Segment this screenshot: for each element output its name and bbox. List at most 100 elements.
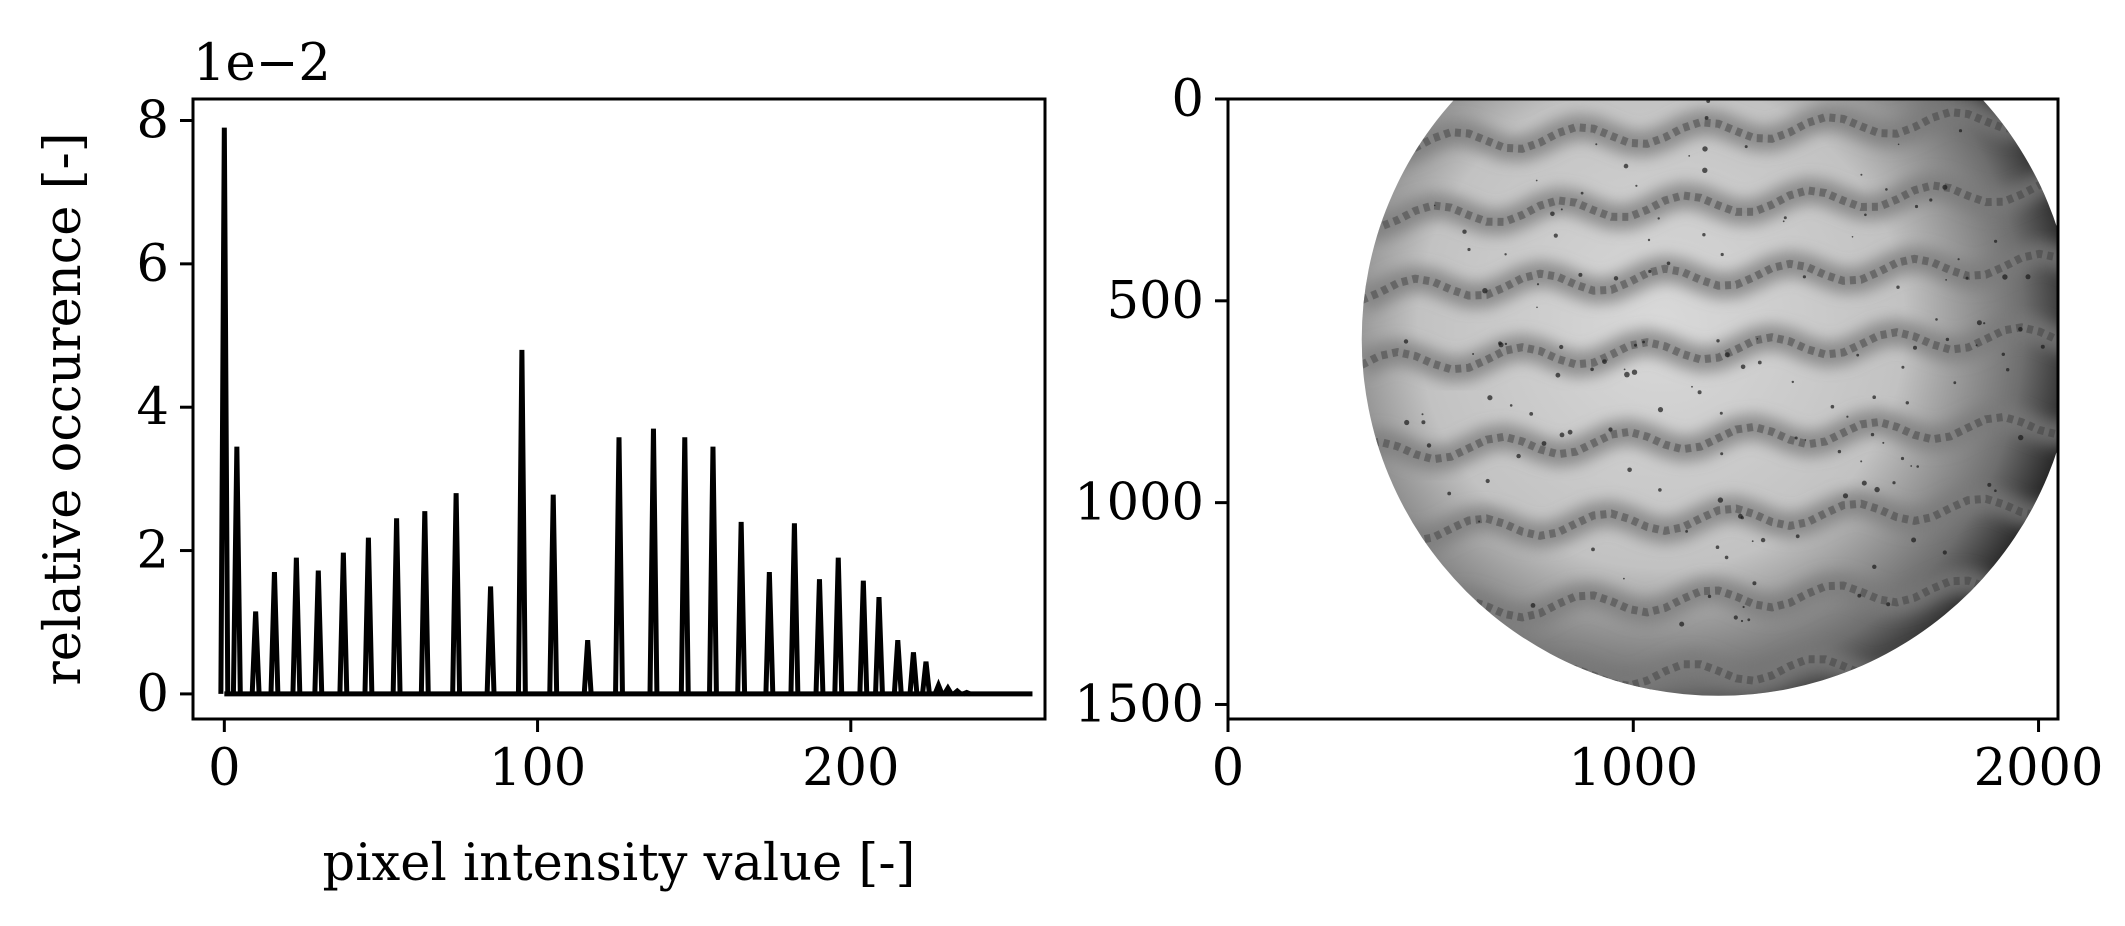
speck — [1742, 605, 1745, 609]
speck — [1482, 288, 1488, 294]
speck — [1498, 341, 1502, 346]
speck — [1740, 516, 1744, 520]
speck — [1666, 261, 1671, 266]
histogram-peak — [484, 586, 497, 694]
histogram-peak — [788, 523, 801, 694]
speck — [1724, 555, 1729, 560]
speck — [1752, 581, 1757, 586]
speck — [1733, 615, 1738, 620]
histogram-peak — [647, 428, 660, 694]
histogram-peak — [418, 511, 431, 694]
dark-band-core — [1361, 323, 2058, 374]
speck — [1882, 441, 1885, 444]
histogram-peak — [581, 639, 594, 695]
histogram-x-ticks: 0 100 200 — [208, 719, 899, 798]
speck — [1885, 188, 1888, 191]
dark-band-core — [1361, 412, 2058, 464]
speck — [1635, 184, 1638, 187]
speck — [1942, 550, 1947, 555]
image-y-ticks: 0 500 1000 1500 — [1074, 70, 1228, 734]
speck — [1900, 456, 1905, 461]
speck — [1860, 173, 1863, 176]
speck — [1864, 213, 1867, 217]
histogram-peak — [362, 537, 375, 694]
speck — [1716, 339, 1720, 343]
dark-bands — [1361, 99, 2058, 696]
dark-band-core — [1361, 572, 2058, 627]
speck — [1657, 217, 1660, 220]
speck — [1794, 436, 1798, 440]
speck — [1782, 220, 1785, 223]
speck — [1976, 320, 1982, 326]
speck — [1559, 432, 1565, 438]
speck — [1462, 229, 1467, 234]
y-tick-label: 6 — [137, 235, 169, 294]
speck — [1740, 364, 1746, 370]
histogram-peak — [268, 571, 281, 694]
speck — [1905, 401, 1910, 405]
speck — [1631, 369, 1638, 375]
histogram-peak — [907, 652, 920, 695]
y-tick-label: 1500 — [1074, 675, 1204, 734]
speck — [1886, 602, 1891, 607]
histogram-peak — [832, 557, 845, 694]
speck — [1447, 491, 1452, 496]
speck — [1846, 415, 1849, 418]
speck — [1536, 306, 1538, 309]
histogram-axes-frame — [191, 97, 1047, 721]
y-tick-label: 8 — [137, 92, 169, 151]
histogram-peak — [891, 639, 904, 695]
speck — [1756, 338, 1759, 340]
speck — [1945, 279, 1947, 281]
debris-specks — [1403, 71, 2045, 627]
speck — [1404, 419, 1410, 426]
histogram-peak — [390, 518, 403, 694]
histogram-peak — [547, 494, 560, 694]
speck — [1421, 420, 1426, 425]
speck — [1702, 167, 1708, 173]
speck — [1554, 79, 1557, 82]
speck — [1804, 439, 1807, 441]
speck — [1657, 407, 1664, 413]
speck — [1613, 276, 1619, 281]
speck — [1760, 537, 1766, 543]
histogram-peak — [873, 597, 885, 695]
speck — [1987, 482, 1992, 487]
y-tick-label: 0 — [1172, 70, 1204, 129]
speck — [1786, 71, 1789, 74]
speck — [1874, 486, 1880, 493]
speck — [1702, 146, 1708, 152]
speck — [1975, 344, 1978, 347]
speck — [1550, 211, 1555, 217]
speck — [1403, 339, 1409, 344]
histogram-peak — [290, 557, 303, 694]
speck — [1870, 432, 1875, 437]
speck — [1663, 81, 1666, 84]
speck — [1892, 481, 1896, 485]
speck — [1624, 371, 1630, 378]
speck — [1795, 534, 1800, 539]
dark-band-core — [1361, 103, 2058, 158]
speck — [2018, 327, 2023, 332]
histogram-peak — [857, 580, 870, 694]
speck — [1623, 368, 1626, 371]
speck — [1478, 520, 1481, 523]
histogram-x-axis-title: pixel intensity value [-] — [323, 834, 916, 893]
speck — [2001, 352, 2006, 356]
speck — [1747, 618, 1751, 622]
speck — [1688, 155, 1691, 157]
histogram-peak — [707, 446, 719, 694]
histogram-peak — [312, 570, 325, 694]
histogram-peak — [450, 493, 463, 694]
speck — [1953, 381, 1957, 385]
speck — [1719, 411, 1723, 415]
speck — [1945, 337, 1950, 342]
speck — [1744, 145, 1748, 149]
histogram-y-axis-title: relative occurence [-] — [34, 132, 93, 685]
speck — [1702, 233, 1706, 237]
histogram-peak — [813, 579, 826, 694]
speck — [1529, 412, 1534, 416]
speck — [1623, 577, 1625, 580]
speck — [1602, 359, 1607, 364]
speck — [1467, 247, 1471, 252]
